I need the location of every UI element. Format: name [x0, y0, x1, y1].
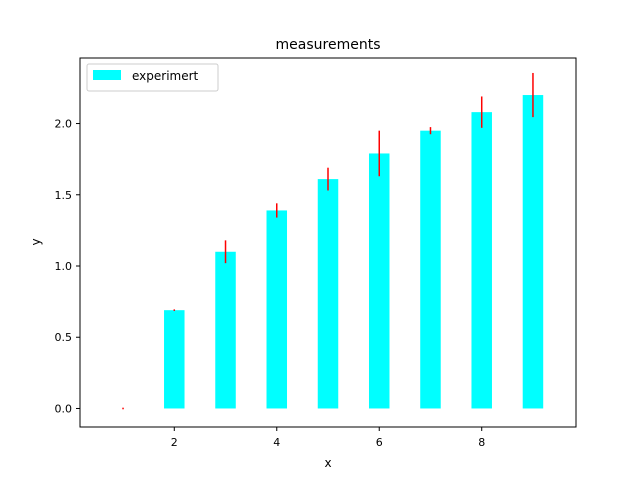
- y-tick-label: 0.5: [55, 331, 73, 344]
- y-tick-label: 1.0: [55, 260, 73, 273]
- bar: [215, 251, 236, 409]
- y-axis-label: y: [29, 238, 43, 245]
- legend-swatch: [93, 70, 121, 80]
- x-tick-label: 4: [273, 436, 280, 449]
- x-axis-ticks: 2 4 6 8: [171, 427, 485, 449]
- chart-title: measurements: [276, 37, 381, 53]
- bar: [164, 310, 185, 409]
- y-axis-ticks: 0.0 0.5 1.0 1.5 2.0: [55, 118, 80, 415]
- legend: experimert: [86, 63, 219, 92]
- plot-frame: [79, 57, 577, 428]
- bar: [317, 179, 339, 409]
- y-tick-label: 2.0: [55, 118, 73, 131]
- bars-group: [164, 95, 544, 409]
- x-axis-label: x: [324, 456, 331, 470]
- y-tick-label: 1.5: [55, 189, 73, 202]
- x-tick-label: 8: [478, 436, 485, 449]
- legend-label: experimert: [132, 69, 199, 83]
- bar: [522, 95, 544, 409]
- x-tick-label: 2: [171, 436, 178, 449]
- errorbars-group: [122, 72, 534, 410]
- y-tick-label: 0.0: [55, 402, 73, 415]
- bar: [368, 153, 390, 409]
- bar: [420, 130, 441, 409]
- bar: [471, 112, 492, 409]
- x-tick-label: 6: [376, 436, 383, 449]
- bar: [266, 210, 288, 409]
